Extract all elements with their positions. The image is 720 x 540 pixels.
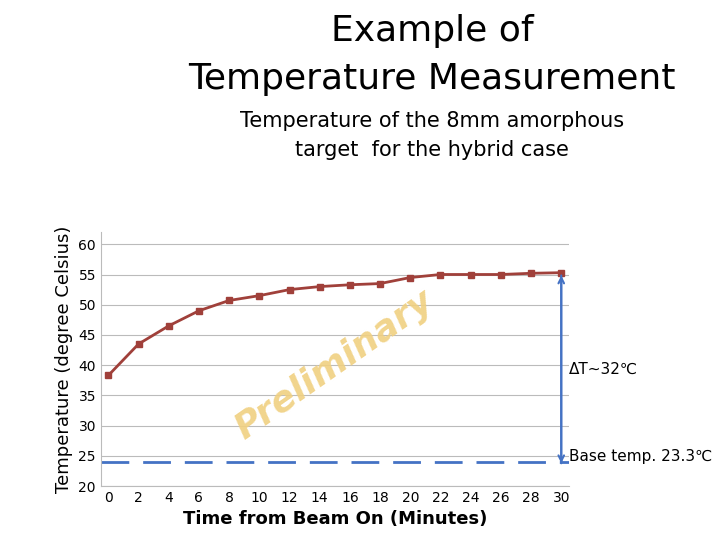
Text: Temperature Measurement: Temperature Measurement bbox=[188, 62, 676, 96]
Text: Temperature of the 8mm amorphous: Temperature of the 8mm amorphous bbox=[240, 111, 624, 131]
Text: target  for the hybrid case: target for the hybrid case bbox=[295, 140, 569, 160]
Text: ΔT∼32℃: ΔT∼32℃ bbox=[569, 362, 638, 377]
Y-axis label: Temperature (degree Celsius): Temperature (degree Celsius) bbox=[55, 225, 73, 493]
Text: Preliminary: Preliminary bbox=[229, 284, 441, 446]
Text: Base temp. 23.3℃: Base temp. 23.3℃ bbox=[569, 449, 712, 464]
Text: Example of: Example of bbox=[330, 14, 534, 48]
X-axis label: Time from Beam On (Minutes): Time from Beam On (Minutes) bbox=[183, 510, 487, 529]
